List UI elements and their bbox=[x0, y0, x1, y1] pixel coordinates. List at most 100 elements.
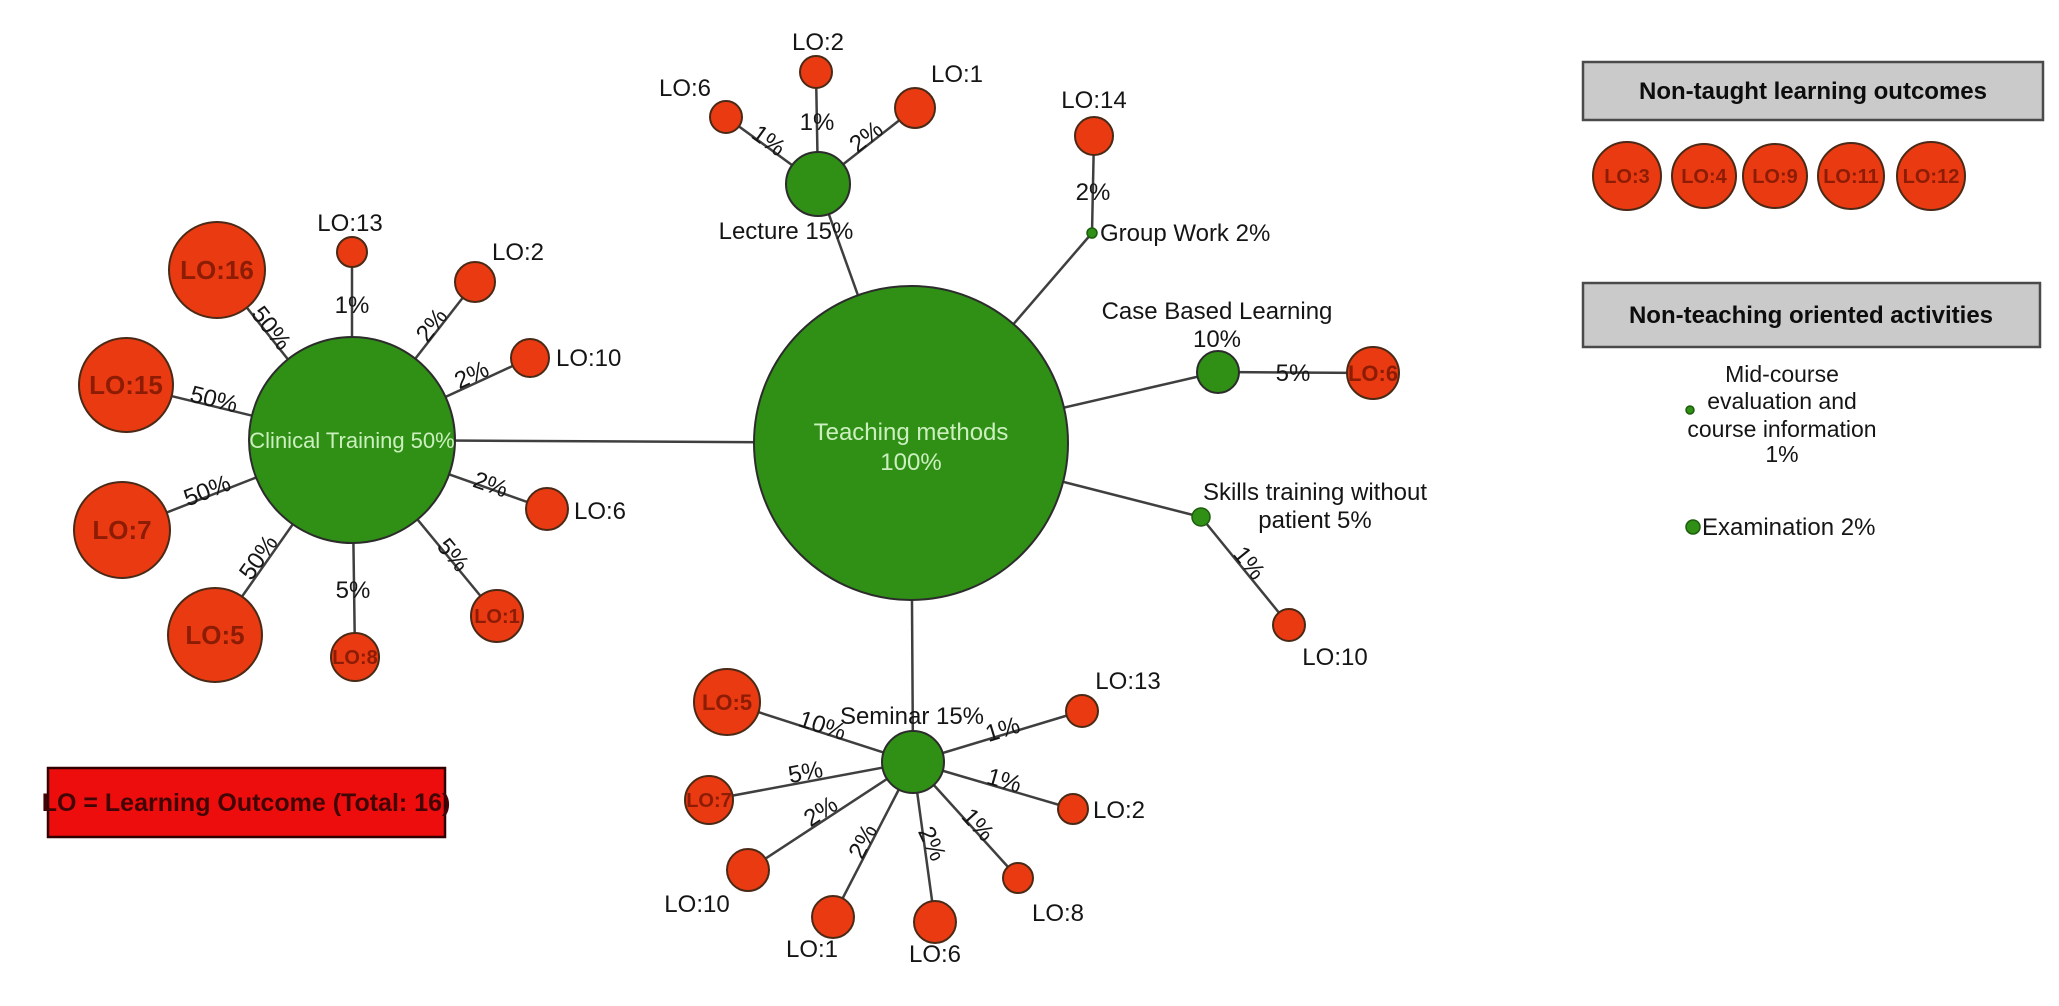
clinical-training-label: Clinical Training 50% bbox=[249, 428, 454, 453]
node-lo10-label: LO:10 bbox=[556, 345, 621, 372]
non-taught-header-box bbox=[1581, 60, 2045, 122]
edge-weight: 1% bbox=[984, 763, 1025, 799]
node-lo13 bbox=[1065, 694, 1099, 728]
seminar-circle bbox=[881, 730, 945, 794]
edge-weight: 5% bbox=[431, 533, 474, 577]
edge bbox=[747, 760, 914, 872]
teaching-methods-circle bbox=[753, 285, 1069, 601]
node-lo10 bbox=[726, 848, 770, 892]
edge-weight: 2% bbox=[912, 822, 951, 865]
node-lo4 bbox=[1671, 143, 1737, 209]
legend-box bbox=[46, 766, 447, 839]
node-lo5 bbox=[693, 668, 761, 736]
node-lo16-label: LO:16 bbox=[180, 255, 254, 285]
node-lo1-label: LO:1 bbox=[786, 936, 838, 963]
cluster-group-work: Group Work 2% LO:14 2% bbox=[1061, 87, 1270, 247]
node-lo6-label: LO:6 bbox=[574, 498, 626, 525]
node-lo7-label: LO:7 bbox=[92, 515, 151, 545]
node-lo10-label: LO:10 bbox=[1302, 644, 1367, 671]
node-lo13 bbox=[336, 236, 368, 268]
group-work-dot bbox=[1086, 227, 1098, 239]
node-lo13-label: LO:13 bbox=[1095, 668, 1160, 695]
node-lo16 bbox=[168, 221, 266, 319]
cluster-skills-training: Skills training without patient 5% LO:10… bbox=[1191, 479, 1427, 671]
teaching-methods-label-line2: 100% bbox=[880, 449, 941, 476]
mid-course-label-line2: evaluation and bbox=[1707, 388, 1857, 414]
lecture-circle bbox=[785, 151, 851, 217]
node-lo12 bbox=[1896, 141, 1966, 211]
node-lo1 bbox=[894, 87, 936, 129]
node-lo6 bbox=[913, 900, 957, 944]
legend-label: LO = Learning Outcome (Total: 16) bbox=[42, 789, 451, 817]
node-lo9-label: LO:9 bbox=[1752, 166, 1798, 188]
edge-weight: 1% bbox=[746, 120, 790, 162]
edge-weight: 1% bbox=[982, 712, 1023, 748]
lecture-label: Lecture 15% bbox=[719, 218, 854, 245]
node-lo1 bbox=[811, 895, 855, 939]
group-work-label: Group Work 2% bbox=[1100, 220, 1270, 247]
non-teaching-title: Non-teaching oriented activities bbox=[1629, 302, 1993, 329]
node-lo13-label: LO:13 bbox=[317, 210, 382, 237]
node-lo15 bbox=[78, 337, 174, 433]
node-lo8-label: LO:8 bbox=[1032, 900, 1084, 927]
node-lo2 bbox=[454, 261, 496, 303]
edge-weight: 2% bbox=[450, 356, 493, 395]
node-lo10 bbox=[1272, 608, 1306, 642]
node-lo10-label: LO:10 bbox=[664, 891, 729, 918]
skills-training-dot bbox=[1191, 507, 1211, 527]
seminar-label: Seminar 15% bbox=[840, 703, 984, 730]
node-lo6-label: LO:6 bbox=[909, 941, 961, 968]
node-lo6 bbox=[709, 100, 743, 134]
node-lo6 bbox=[1346, 346, 1400, 400]
node-lo1-label: LO:1 bbox=[931, 61, 983, 88]
node-lo5-label: LO:5 bbox=[702, 690, 752, 715]
edge-weight: 50% bbox=[234, 530, 284, 585]
node-lo12-label: LO:12 bbox=[1903, 166, 1960, 188]
node-lo9 bbox=[1742, 143, 1808, 209]
node-lo2 bbox=[799, 55, 833, 89]
edge-weight: 1% bbox=[335, 292, 370, 319]
edge-weight: 50% bbox=[180, 470, 235, 512]
node-lo7 bbox=[73, 481, 171, 579]
examination-dot bbox=[1685, 519, 1701, 535]
edge-weight: 1% bbox=[800, 109, 835, 136]
teaching-methods-label-line1: Teaching methods bbox=[814, 419, 1009, 446]
node-lo10 bbox=[510, 338, 550, 378]
node-lo2-label: LO:2 bbox=[492, 239, 544, 266]
cluster-lecture: Lecture 15% LO:6 1% LO:2 1% LO:1 2% bbox=[659, 29, 983, 245]
node-lo7 bbox=[684, 775, 734, 825]
node-lo8 bbox=[1002, 862, 1034, 894]
node-lo7-label: LO:7 bbox=[686, 790, 732, 812]
node-lo6-label: LO:6 bbox=[659, 75, 711, 102]
edge-weight: 5% bbox=[786, 756, 825, 789]
node-lo3 bbox=[1592, 141, 1662, 211]
node-lo4-label: LO:4 bbox=[1681, 166, 1727, 188]
legend: LO = Learning Outcome (Total: 16) bbox=[42, 766, 451, 839]
edge-weight: 2% bbox=[799, 791, 843, 833]
edge-weight: 5% bbox=[336, 577, 371, 604]
node-lo15-label: LO:15 bbox=[89, 370, 163, 400]
node-lo5-label: LO:5 bbox=[185, 620, 244, 650]
node-lo8-label: LO:8 bbox=[332, 647, 378, 669]
non-teaching-header-box bbox=[1581, 281, 2042, 349]
edge-weight: 2% bbox=[844, 116, 888, 159]
case-based-circle bbox=[1196, 350, 1240, 394]
edge-weight: 50% bbox=[245, 301, 296, 355]
panel-non-taught: Non-taught learning outcomes LO:3 LO:4 L… bbox=[1581, 60, 2045, 211]
cluster-clinical-training: Clinical Training 50% LO:16 50% LO:13 1%… bbox=[73, 210, 626, 683]
node-lo2-label: LO:2 bbox=[1093, 797, 1145, 824]
skills-training-label-line1: Skills training without bbox=[1203, 479, 1427, 506]
node-teaching-methods: Teaching methods 100% bbox=[753, 285, 1069, 601]
node-lo8 bbox=[330, 632, 380, 682]
node-lo5 bbox=[167, 587, 263, 683]
skills-training-label-line2: patient 5% bbox=[1258, 507, 1371, 534]
edge-weight: 1% bbox=[1227, 541, 1270, 585]
mid-course-label-line4: 1% bbox=[1765, 441, 1798, 467]
node-lo1 bbox=[470, 589, 524, 643]
cluster-case-based-learning: Case Based Learning 10% LO:6 5% bbox=[1102, 298, 1400, 400]
edge-weight: 2% bbox=[843, 820, 883, 863]
examination-label: Examination 2% bbox=[1702, 514, 1875, 541]
mid-course-dot bbox=[1685, 405, 1695, 415]
